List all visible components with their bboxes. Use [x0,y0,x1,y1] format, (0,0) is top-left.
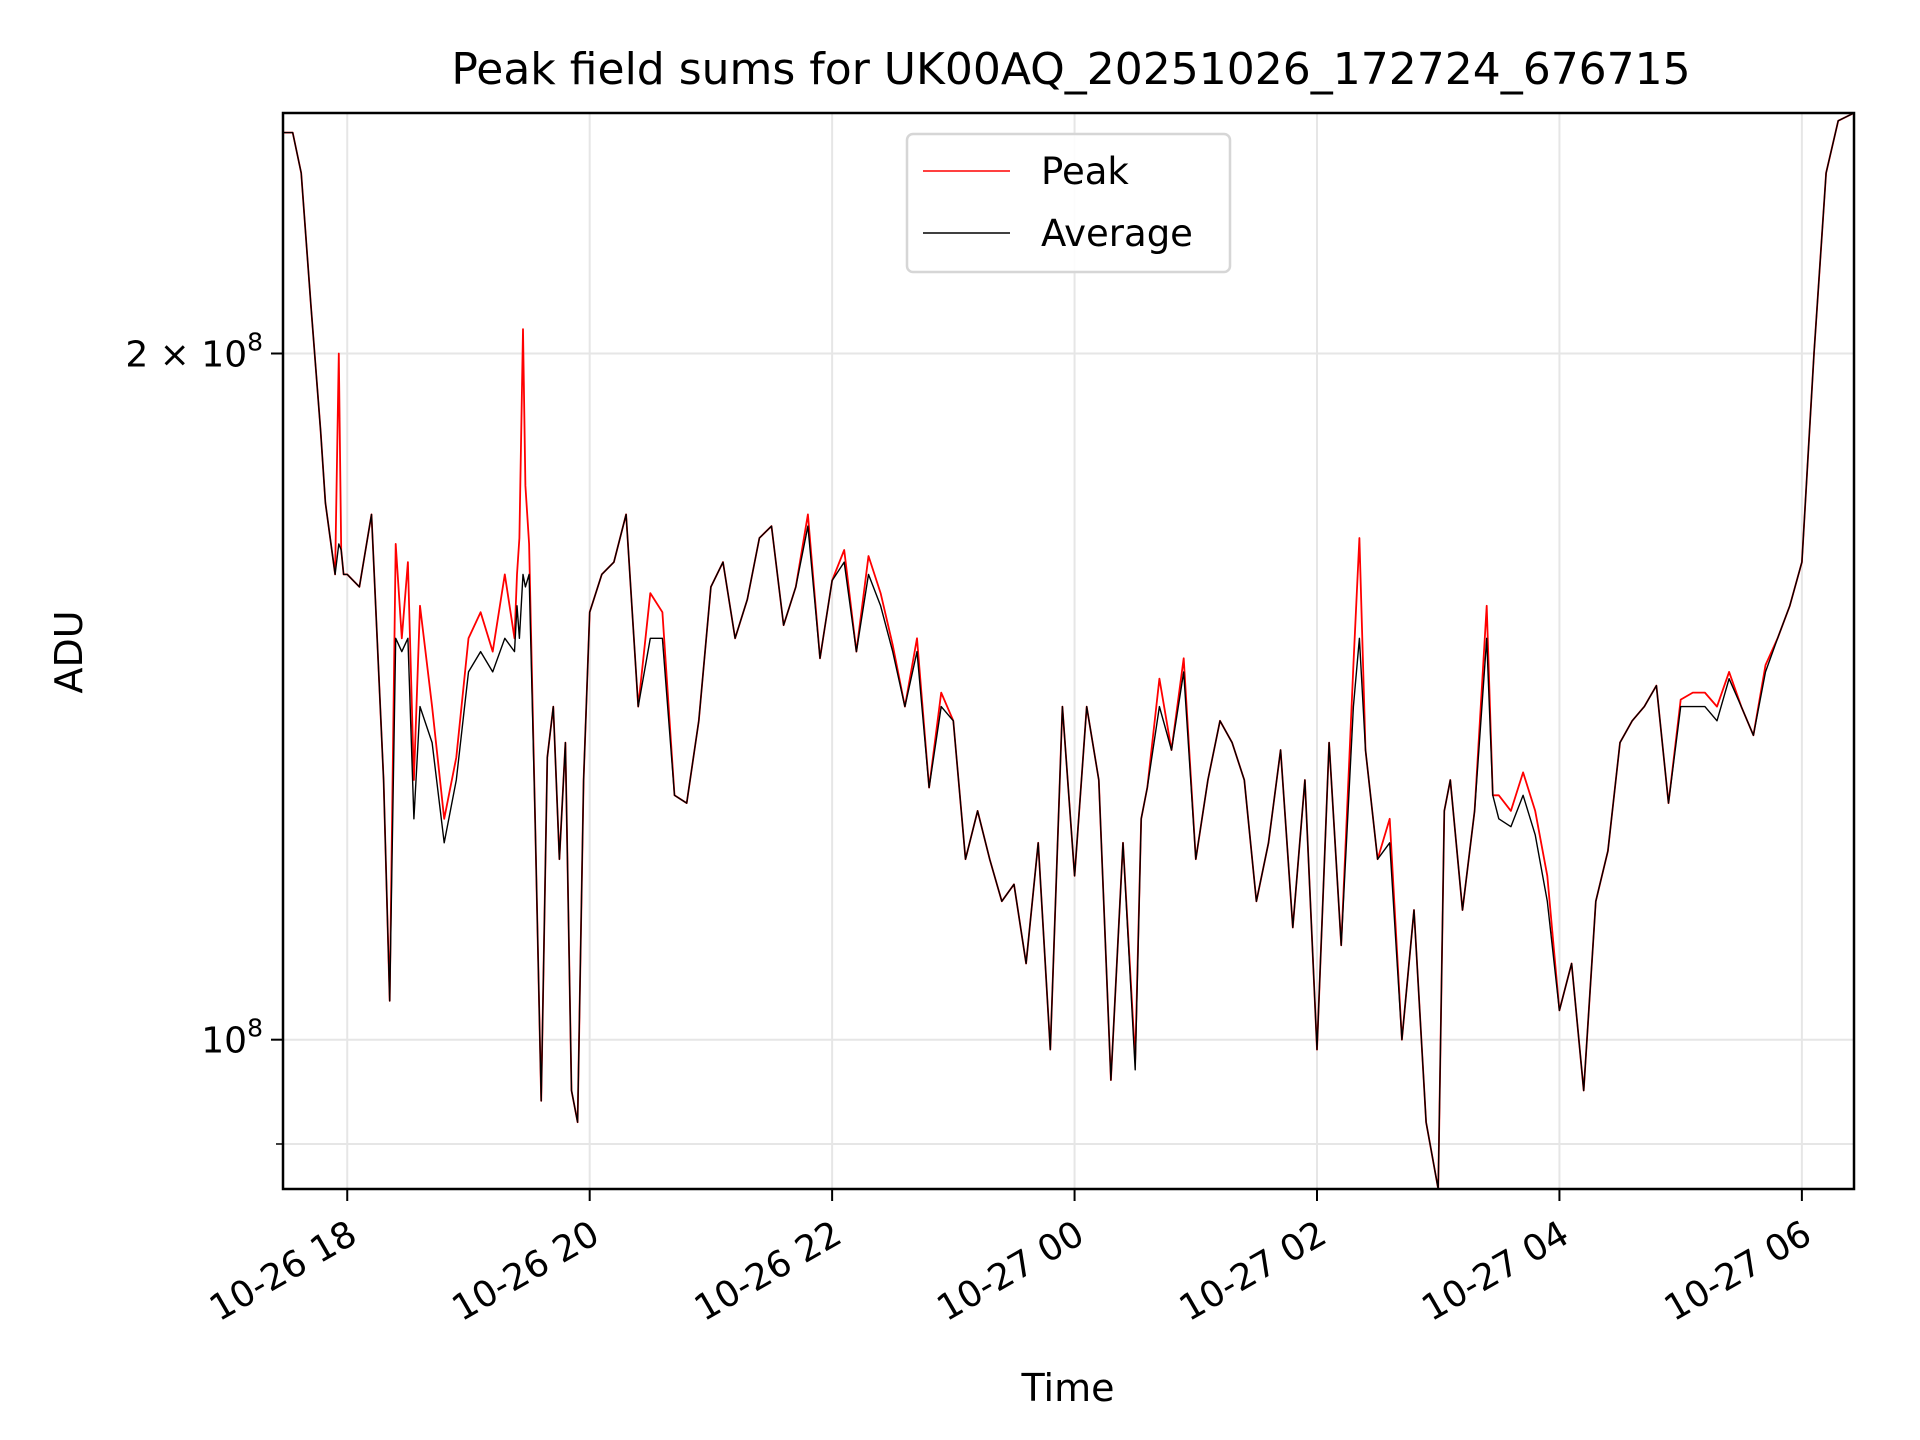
y-axis-label: ADU [47,610,91,693]
y-axis: 108 2 × 108 [125,328,283,1145]
y-tick-label: 108 [201,1014,263,1062]
chart-title: Peak field sums for UK00AQ_20251026_1727… [451,44,1690,95]
legend: Peak Average [905,132,1232,274]
legend-average-label: Average [1041,212,1193,255]
x-axis-label: Time [1021,1366,1115,1410]
plot-frame [281,111,1856,1191]
y-tick-label: 2 × 108 [125,328,263,376]
grid [283,113,1854,1189]
legend-box [905,132,1232,274]
plot-lines [283,112,1855,1190]
series-line-average [283,112,1855,1190]
legend-peak-label: Peak [1041,150,1129,193]
